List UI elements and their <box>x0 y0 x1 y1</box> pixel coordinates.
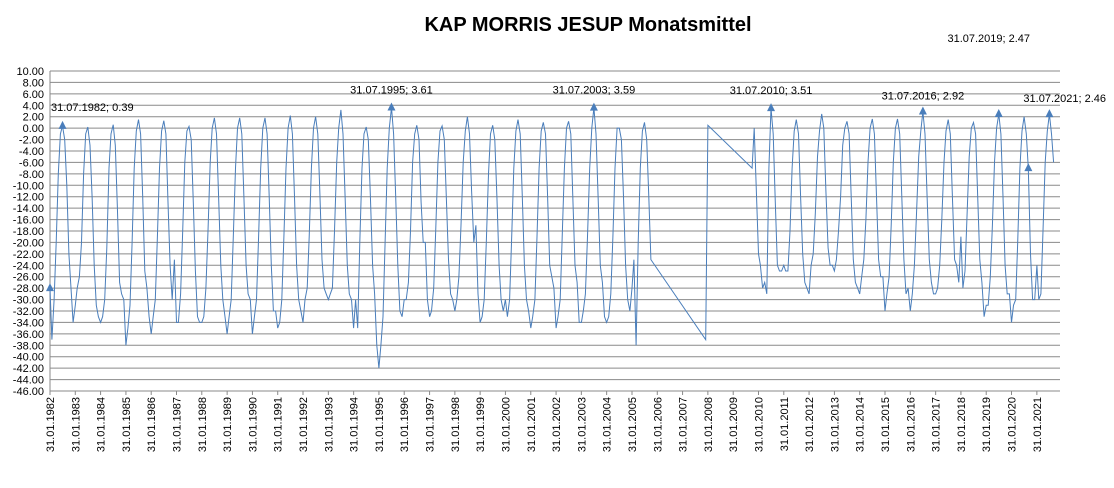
annotations: 31.07.1982; 0.39 31.07.1995; 3.61 31.07.20… <box>51 33 1106 114</box>
x-tick-label: 31.01.2016 <box>905 397 917 452</box>
x-tick-label: 31.01.2004 <box>602 397 614 452</box>
x-tick-label: 31.01.2009 <box>728 397 740 452</box>
x-tick-label: 31.01.2015 <box>880 397 892 452</box>
y-axis: 10.008.006.004.002.000.00-2.00-4.00-6.00… <box>13 66 44 398</box>
x-tick-label: 31.01.1998 <box>450 397 462 452</box>
x-tick-label: 31.01.1986 <box>146 397 158 452</box>
x-tick-label: 31.01.2001 <box>526 397 538 452</box>
chart-title: KAP MORRIS JESUP Monatsmittel <box>424 14 751 36</box>
y-tick-label: 2.00 <box>23 112 44 124</box>
y-tick-label: 6.00 <box>23 89 44 101</box>
x-tick-label: 31.01.1997 <box>425 397 437 452</box>
x-tick-label: 31.01.1989 <box>222 397 234 452</box>
x-tick-label: 31.01.2010 <box>754 397 766 452</box>
y-tick-label: 0.00 <box>23 123 44 135</box>
x-tick-label: 31.01.1990 <box>247 397 259 452</box>
grid-lines <box>49 70 1060 392</box>
data-label: 31.07.2016; 2.92 <box>882 90 965 102</box>
x-tick-label: 31.01.1993 <box>323 397 335 452</box>
y-tick-label: -42.00 <box>13 363 44 375</box>
x-tick-label: 31.01.1987 <box>172 397 184 452</box>
x-tick-label: 31.01.1984 <box>96 397 108 452</box>
x-tick-label: 31.01.2019 <box>981 397 993 452</box>
y-tick-label: -34.00 <box>13 317 44 329</box>
x-tick-label: 31.01.1991 <box>273 397 285 452</box>
y-tick-label: -32.00 <box>13 306 44 318</box>
y-tick-label: -46.00 <box>13 386 44 398</box>
y-tick-label: -26.00 <box>13 272 44 284</box>
peak-marker <box>589 102 598 111</box>
x-tick-label: 31.01.1985 <box>121 397 133 452</box>
y-tick-label: -2.00 <box>19 135 44 147</box>
plot-area <box>46 102 1055 369</box>
x-tick-label: 31.01.2006 <box>652 397 664 452</box>
data-label: 31.07.2010; 3.51 <box>730 85 813 97</box>
x-tick-label: 31.01.2011 <box>779 397 791 451</box>
x-tick-label: 31.01.1983 <box>70 397 82 452</box>
y-tick-label: -4.00 <box>19 146 44 158</box>
data-label: 31.07.2003; 3.59 <box>553 85 636 97</box>
x-tick-label: 31.01.1988 <box>197 397 209 452</box>
y-tick-label: 10.00 <box>16 66 44 78</box>
peak-marker <box>918 106 927 115</box>
x-tick-label: 31.01.1995 <box>374 397 386 452</box>
y-tick-label: -24.00 <box>13 260 44 272</box>
x-axis: 31.01.1982 31.01.1983 31.01.1984 31.01.1985… <box>45 391 1044 452</box>
data-label: 31.07.1982; 0.39 <box>51 102 134 114</box>
peak-marker <box>767 103 776 112</box>
y-tick-label: -20.00 <box>13 237 44 249</box>
y-tick-label: -30.00 <box>13 295 44 307</box>
x-tick-label: 31.01.2021 <box>1032 397 1044 452</box>
x-tick-label: 31.01.1994 <box>349 397 361 452</box>
data-label: 31.07.2021; 2.46 <box>1023 93 1106 105</box>
x-tick-label: 31.01.2020 <box>1007 397 1019 452</box>
x-tick-label: 31.01.1999 <box>475 397 487 452</box>
y-tick-label: -40.00 <box>13 352 44 364</box>
x-tick-label: 31.01.1996 <box>399 397 411 452</box>
series-line <box>49 107 1055 369</box>
x-tick-label: 31.01.2002 <box>551 397 563 452</box>
peak-marker <box>387 102 396 111</box>
x-tick-label: 31.01.2012 <box>804 397 816 452</box>
y-tick-label: -14.00 <box>13 203 44 215</box>
x-tick-label: 31.01.1982 <box>45 397 57 452</box>
y-tick-label: -6.00 <box>19 157 44 169</box>
x-tick-label: 31.01.2014 <box>855 397 867 452</box>
y-tick-label: -28.00 <box>13 283 44 295</box>
y-tick-label: -8.00 <box>19 169 44 181</box>
y-tick-label: -10.00 <box>13 180 44 192</box>
data-point-marker <box>46 283 54 292</box>
peak-marker <box>994 109 1003 118</box>
y-tick-label: -16.00 <box>13 215 44 227</box>
x-tick-label: 31.01.2005 <box>627 397 639 452</box>
x-tick-label: 31.01.2013 <box>829 397 841 452</box>
peak-marker <box>58 120 67 129</box>
data-label: 31.07.2019; 2.47 <box>947 33 1030 45</box>
y-tick-label: 4.00 <box>23 100 44 112</box>
x-tick-label: 31.01.2000 <box>500 397 512 452</box>
y-tick-label: -44.00 <box>13 375 44 387</box>
y-tick-label: 8.00 <box>23 77 44 89</box>
y-tick-label: -36.00 <box>13 329 44 341</box>
x-tick-label: 31.01.2017 <box>931 397 943 452</box>
y-tick-label: -38.00 <box>13 340 44 352</box>
y-tick-label: -12.00 <box>13 192 44 204</box>
x-tick-label: 31.01.2003 <box>576 397 588 452</box>
data-label: 31.07.1995; 3.61 <box>350 85 433 97</box>
x-tick-label: 31.01.1992 <box>298 397 310 452</box>
x-tick-label: 31.01.2007 <box>678 397 690 452</box>
y-tick-label: -18.00 <box>13 226 44 238</box>
x-tick-label: 31.01.2008 <box>703 397 715 452</box>
y-tick-label: -22.00 <box>13 249 44 261</box>
data-point-marker <box>1024 163 1033 172</box>
x-tick-label: 31.01.2018 <box>956 397 968 452</box>
peak-marker <box>1045 109 1054 118</box>
